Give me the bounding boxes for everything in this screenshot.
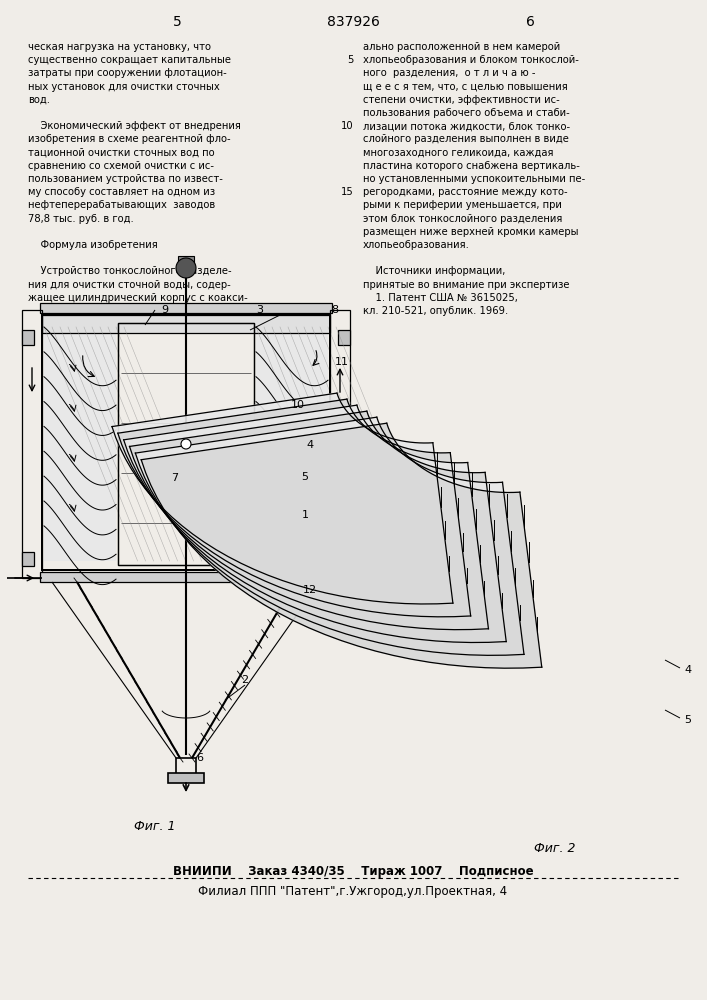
Text: Филиал ППП "Патент",г.Ужгород,ул.Проектная, 4: Филиал ППП "Патент",г.Ужгород,ул.Проектн… bbox=[199, 885, 508, 898]
Text: кл. 210-521, опублик. 1969.: кл. 210-521, опублик. 1969. bbox=[363, 306, 508, 316]
Text: хлопьеобразования.: хлопьеобразования. bbox=[363, 240, 470, 250]
Text: 5: 5 bbox=[173, 15, 182, 29]
Text: пользования рабочего объема и стаби-: пользования рабочего объема и стаби- bbox=[363, 108, 570, 118]
Circle shape bbox=[181, 439, 191, 449]
Polygon shape bbox=[141, 423, 542, 668]
Text: но установленными успокоительными пе-: но установленными успокоительными пе- bbox=[363, 174, 585, 184]
Text: принятые во внимание при экспертизе: принятые во внимание при экспертизе bbox=[363, 280, 570, 290]
Text: 4: 4 bbox=[684, 665, 691, 675]
Bar bbox=[42, 315, 330, 570]
Bar bbox=[40, 572, 332, 582]
Text: 12: 12 bbox=[303, 585, 317, 595]
Text: 5: 5 bbox=[348, 55, 354, 65]
Text: Фиг. 2: Фиг. 2 bbox=[534, 842, 575, 855]
Polygon shape bbox=[129, 411, 506, 643]
Text: Источники информации,: Источники информации, bbox=[363, 266, 506, 276]
Text: тационной очистки сточных вод по: тационной очистки сточных вод по bbox=[28, 148, 215, 158]
Bar bbox=[22, 310, 42, 578]
Text: 6: 6 bbox=[525, 15, 534, 29]
Text: Экономический эффект от внедрения: Экономический эффект от внедрения bbox=[28, 121, 241, 131]
Bar bbox=[338, 330, 350, 345]
Text: ческая нагрузка на установку, что: ческая нагрузка на установку, что bbox=[28, 42, 211, 52]
Text: сравнению со схемой очистки с ис-: сравнению со схемой очистки с ис- bbox=[28, 161, 214, 171]
Text: 11: 11 bbox=[335, 357, 349, 367]
Bar bbox=[330, 310, 350, 578]
Text: существенно сокращает капитальные: существенно сокращает капитальные bbox=[28, 55, 231, 65]
Text: 78,8 тыс. руб. в год.: 78,8 тыс. руб. в год. bbox=[28, 214, 134, 224]
Bar bbox=[168, 773, 204, 783]
Text: Формула изобретения: Формула изобретения bbox=[28, 240, 158, 250]
Text: рыми к периферии уменьшается, при: рыми к периферии уменьшается, при bbox=[363, 200, 562, 210]
Text: 8: 8 bbox=[332, 305, 339, 315]
Text: пластина которого снабжена вертикаль-: пластина которого снабжена вертикаль- bbox=[363, 161, 580, 171]
Polygon shape bbox=[112, 393, 453, 604]
Text: изобретения в схеме реагентной фло-: изобретения в схеме реагентной фло- bbox=[28, 134, 230, 144]
Text: 9: 9 bbox=[161, 305, 168, 315]
Bar bbox=[42, 315, 330, 333]
Polygon shape bbox=[118, 399, 471, 617]
Text: 1: 1 bbox=[301, 510, 308, 520]
Text: 2: 2 bbox=[241, 675, 249, 685]
Text: ально расположенной в нем камерой: ально расположенной в нем камерой bbox=[363, 42, 560, 52]
Bar bbox=[176, 758, 196, 778]
Bar bbox=[40, 303, 332, 313]
Text: хлопьеобразования и блоком тонкослой-: хлопьеобразования и блоком тонкослой- bbox=[363, 55, 579, 65]
Text: 10: 10 bbox=[341, 121, 354, 131]
Polygon shape bbox=[124, 405, 489, 630]
Text: жащее цилиндрический корпус с коакси-: жащее цилиндрический корпус с коакси- bbox=[28, 293, 247, 303]
Text: 4: 4 bbox=[306, 440, 314, 450]
Text: этом блок тонкослойного разделения: этом блок тонкослойного разделения bbox=[363, 214, 562, 224]
Circle shape bbox=[176, 258, 196, 278]
Text: размещен ниже верхней кромки камеры: размещен ниже верхней кромки камеры bbox=[363, 227, 578, 237]
Text: многозаходного геликоида, каждая: многозаходного геликоида, каждая bbox=[363, 148, 554, 158]
Text: слойного разделения выполнен в виде: слойного разделения выполнен в виде bbox=[363, 134, 569, 144]
Text: 5: 5 bbox=[684, 715, 691, 725]
Text: Фиг. 1: Фиг. 1 bbox=[134, 820, 176, 833]
Text: 3: 3 bbox=[257, 305, 264, 315]
Text: лизации потока жидкости, блок тонко-: лизации потока жидкости, блок тонко- bbox=[363, 121, 570, 131]
Bar bbox=[118, 323, 254, 565]
Text: щ е е с я тем, что, с целью повышения: щ е е с я тем, что, с целью повышения bbox=[363, 82, 568, 92]
Text: пользованием устройства по извест-: пользованием устройства по извест- bbox=[28, 174, 223, 184]
Bar bbox=[42, 315, 330, 570]
Text: 1. Патент США № 3615025,: 1. Патент США № 3615025, bbox=[363, 293, 518, 303]
Text: регородками, расстояние между кото-: регородками, расстояние между кото- bbox=[363, 187, 568, 197]
Text: 10: 10 bbox=[291, 400, 305, 410]
Text: ВНИИПИ    Заказ 4340/35    Тираж 1007    Подписное: ВНИИПИ Заказ 4340/35 Тираж 1007 Подписно… bbox=[173, 865, 533, 878]
Bar bbox=[338, 552, 350, 566]
Text: Устройство тонкослойного разделе-: Устройство тонкослойного разделе- bbox=[28, 266, 232, 276]
Polygon shape bbox=[135, 417, 524, 655]
Bar bbox=[178, 256, 194, 268]
Bar bbox=[256, 327, 328, 561]
Text: му способу составляет на одном из: му способу составляет на одном из bbox=[28, 187, 215, 197]
Text: нефтеперерабатывающих  заводов: нефтеперерабатывающих заводов bbox=[28, 200, 215, 210]
Text: затраты при сооружении флотацион-: затраты при сооружении флотацион- bbox=[28, 68, 227, 78]
Bar bbox=[22, 330, 34, 345]
Text: вод.: вод. bbox=[28, 95, 50, 105]
Bar bbox=[118, 323, 254, 565]
Text: ного  разделения,  о т л и ч а ю -: ного разделения, о т л и ч а ю - bbox=[363, 68, 535, 78]
Bar bbox=[22, 552, 34, 566]
Text: степени очистки, эффективности ис-: степени очистки, эффективности ис- bbox=[363, 95, 560, 105]
Bar bbox=[174, 436, 198, 452]
Text: 5: 5 bbox=[301, 472, 308, 482]
Text: 6: 6 bbox=[197, 753, 204, 763]
Text: ных установок для очистки сточных: ных установок для очистки сточных bbox=[28, 82, 220, 92]
Text: 7: 7 bbox=[171, 473, 179, 483]
Text: 837926: 837926 bbox=[327, 15, 380, 29]
Text: 15: 15 bbox=[341, 187, 354, 197]
Text: ния для очистки сточной воды, содер-: ния для очистки сточной воды, содер- bbox=[28, 280, 230, 290]
Bar bbox=[44, 327, 116, 561]
